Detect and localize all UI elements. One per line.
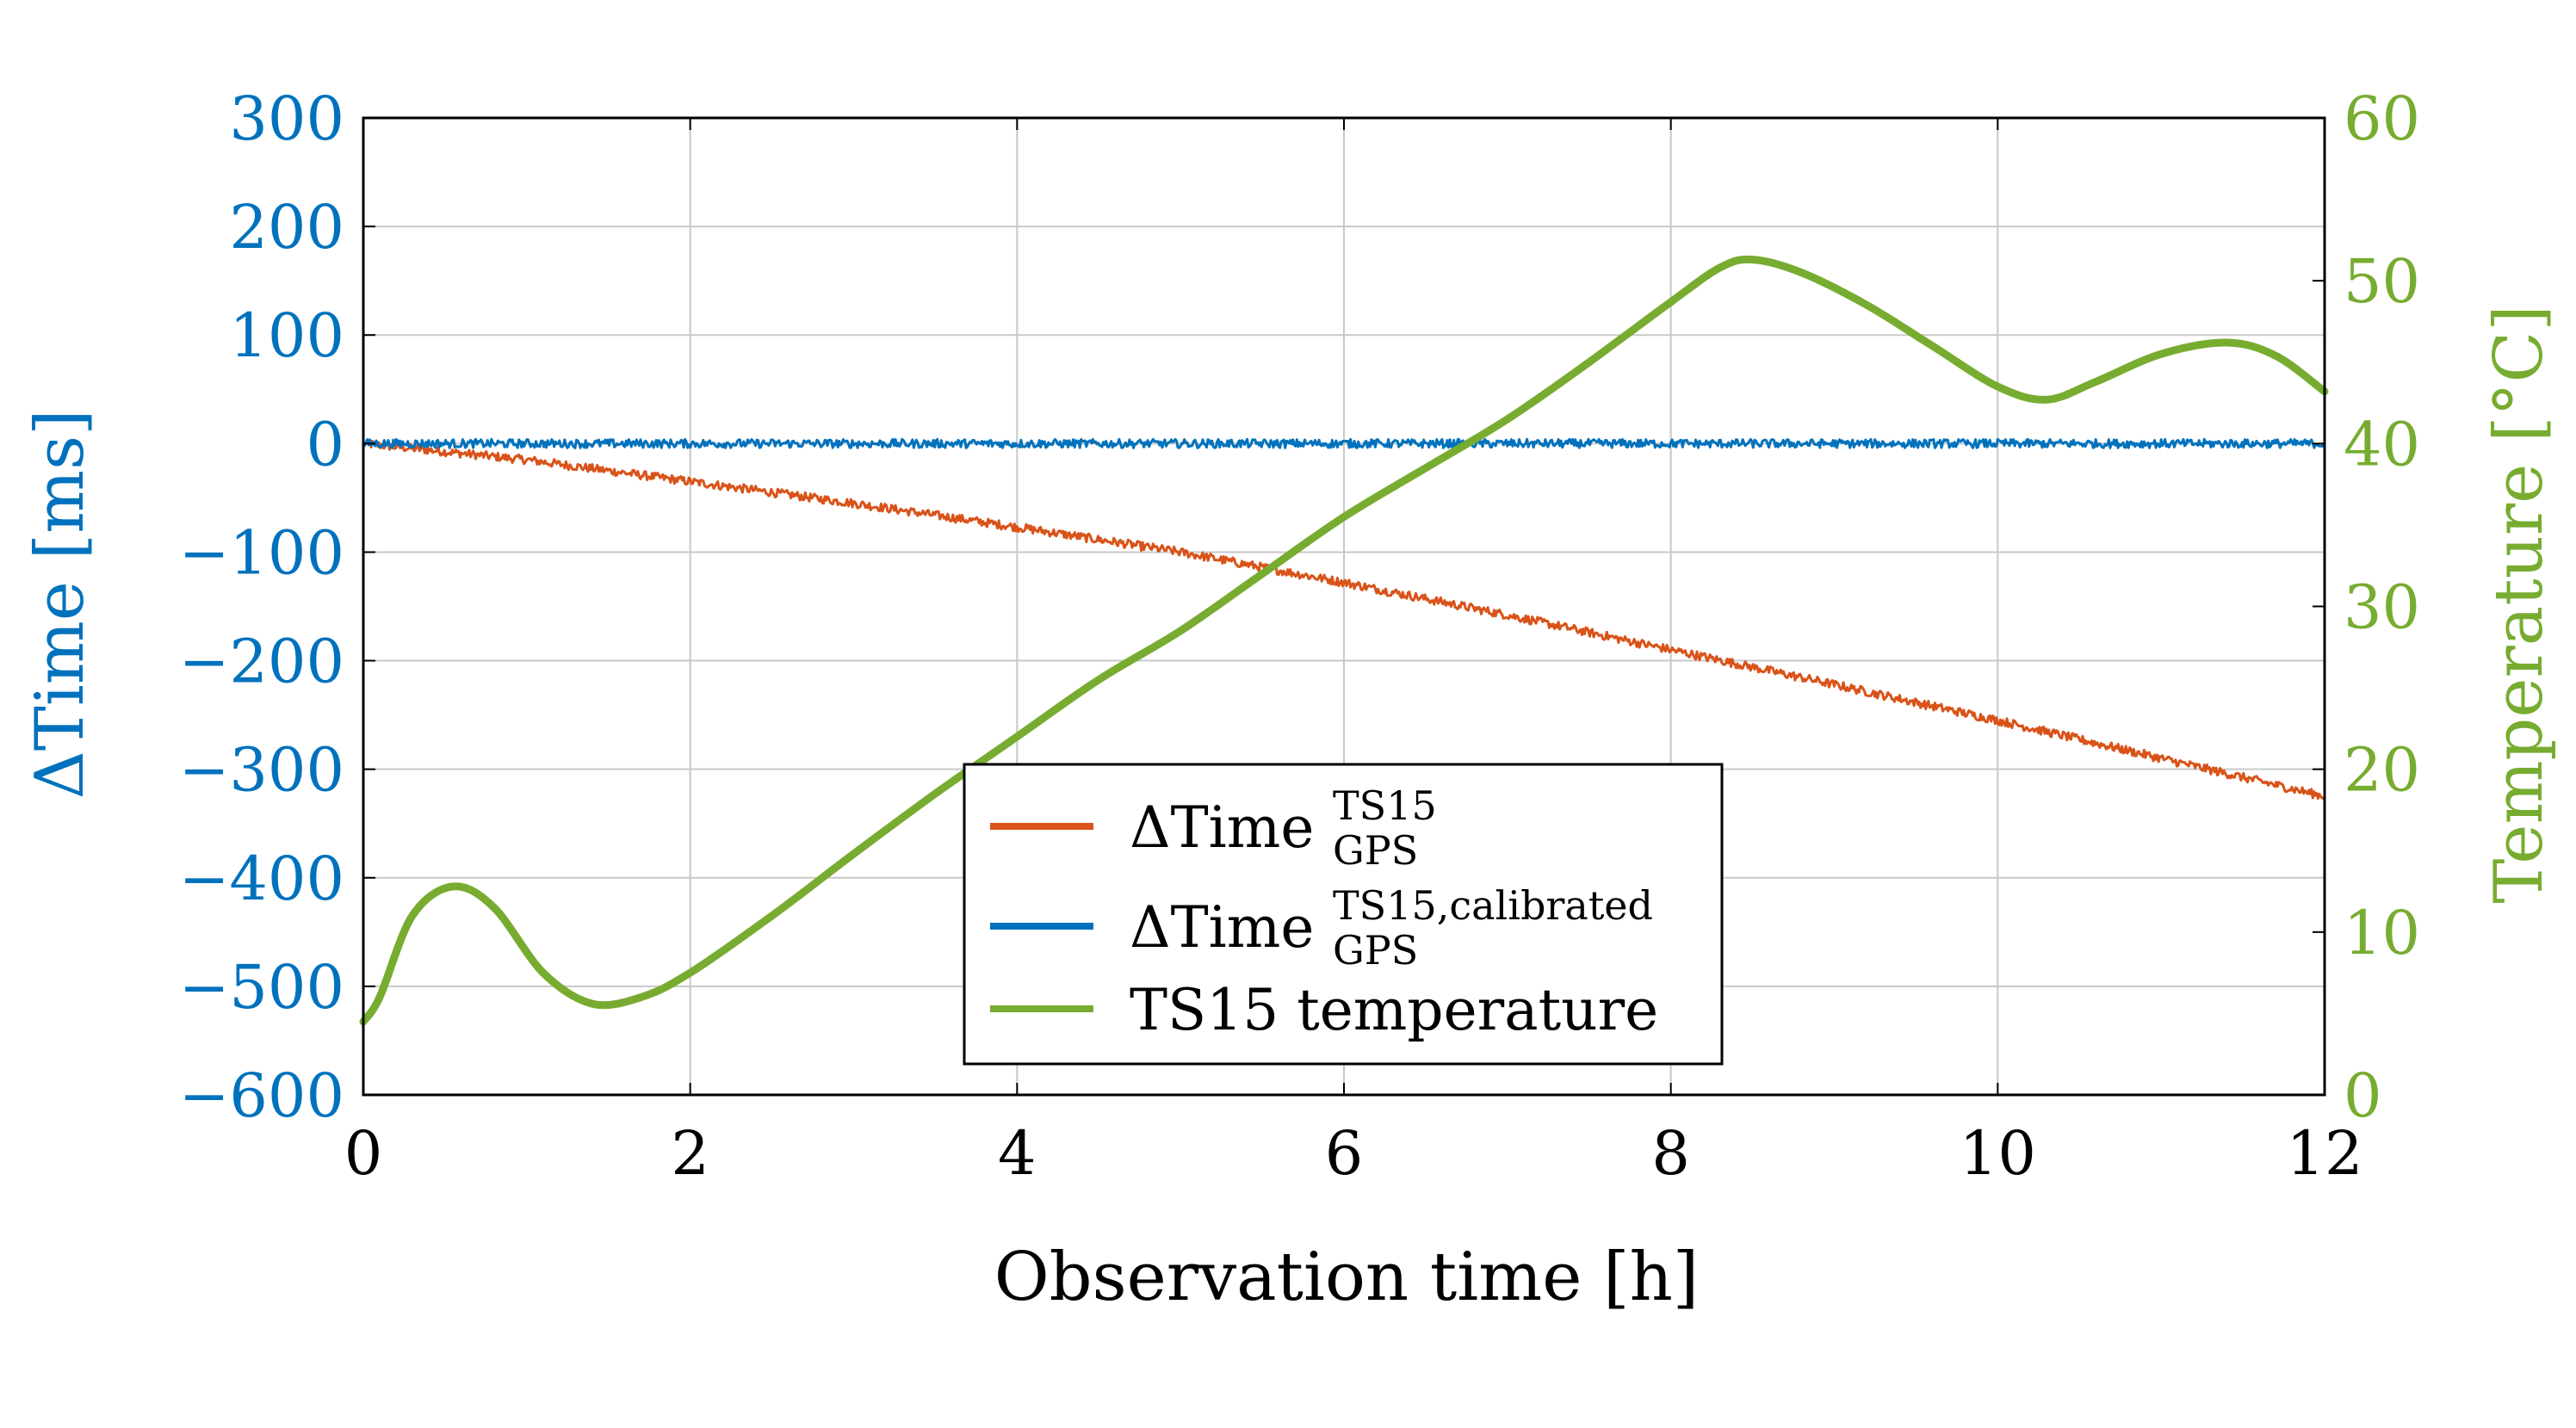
y-right-tick-label: 50	[2344, 246, 2420, 317]
legend-label: TS15 temperature	[1130, 977, 1658, 1043]
y-right-tick-label: 0	[2344, 1060, 2382, 1131]
x-tick-label: 4	[998, 1118, 1037, 1189]
y-right-tick-label: 10	[2344, 898, 2420, 968]
y-right-tick-label: 20	[2344, 735, 2420, 806]
y-right-tick-label: 60	[2344, 83, 2420, 154]
y-left-tick-label: 100	[229, 300, 344, 371]
y-left-tick-label: −500	[179, 952, 344, 1023]
series-line-0	[362, 438, 2325, 801]
y-left-tick-label: −200	[179, 627, 344, 697]
y-left-tick-label: 300	[229, 83, 344, 154]
x-tick-label: 0	[344, 1118, 383, 1189]
x-tick-label: 12	[2286, 1118, 2362, 1189]
x-tick-label: 6	[1325, 1118, 1364, 1189]
series-line-2	[359, 255, 2329, 1026]
y-right-tick-label: 30	[2344, 572, 2420, 643]
series-line-1	[362, 437, 2326, 449]
y-right-tick-label: 40	[2344, 409, 2420, 479]
tick-labels: 0 2 4 6 8 10 123002001000−100−200−300−400−500−…	[179, 83, 2420, 1189]
x-tick-label: 10	[1960, 1118, 2036, 1189]
y-left-tick-label: 200	[229, 192, 344, 263]
ticks	[362, 117, 2325, 1096]
legend-label: ΔTime	[1130, 894, 1314, 961]
x-axis-label: Observation time [h]	[994, 1239, 1700, 1316]
legend-label-sub: GPS	[1333, 827, 1418, 874]
plot-series	[359, 255, 2329, 1026]
legend-label: ΔTime	[1130, 794, 1314, 861]
legend-label-sup: TS15	[1333, 782, 1437, 829]
legend-box	[963, 763, 1724, 1066]
legend-label-sub: GPS	[1333, 927, 1418, 974]
legend-label-sup: TS15,calibrated	[1333, 882, 1653, 929]
y-left-tick-label: −400	[179, 844, 344, 914]
y-left-tick-label: −600	[179, 1060, 344, 1131]
y-left-tick-label: −300	[179, 735, 344, 806]
x-tick-label: 8	[1651, 1118, 1690, 1189]
y-axis-label-left: ΔTime [ms]	[22, 409, 99, 799]
y-axis-label-right: Temperature [°C]	[2480, 305, 2558, 903]
x-tick-label: 2	[671, 1118, 709, 1189]
y-left-tick-label: −100	[179, 517, 344, 588]
y-left-tick-label: 0	[306, 409, 344, 479]
